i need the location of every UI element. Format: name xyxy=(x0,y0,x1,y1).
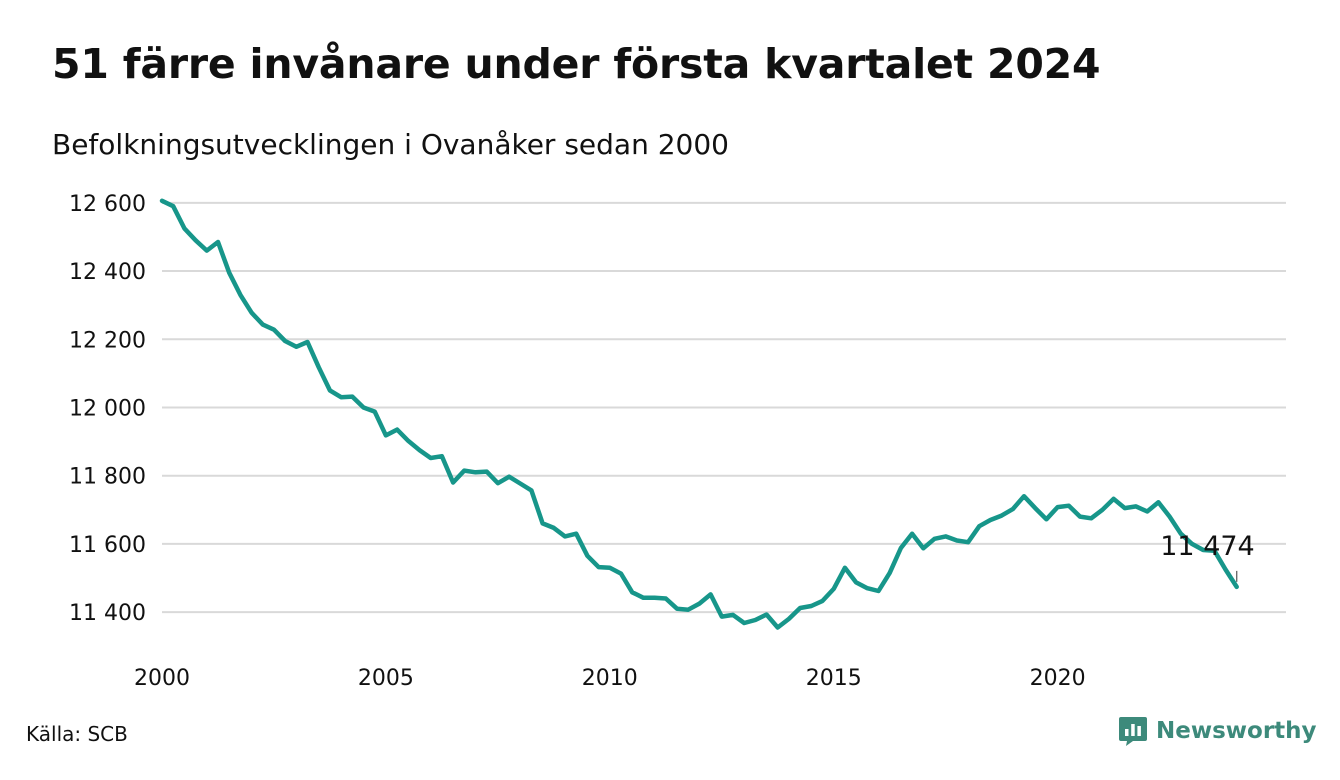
annotation-label: 11 474 xyxy=(1160,531,1254,562)
newsworthy-logo-icon xyxy=(1119,717,1147,746)
x-tick-label: 2000 xyxy=(134,666,190,691)
y-tick-label: 11 600 xyxy=(69,533,146,558)
y-axis-labels: 11 400 11 600 11 800 12 000 12 200 12 400 12 6… xyxy=(69,192,146,626)
gridlines xyxy=(162,201,1286,614)
chart-title: 51 färre invånare under första kvartalet… xyxy=(52,40,1101,88)
x-tick-label: 2010 xyxy=(582,666,638,691)
chart-subtitle: Befolkningsutvecklingen i Ovanåker sedan… xyxy=(52,128,729,161)
x-tick-label: 2005 xyxy=(358,666,414,691)
y-tick-label: 12 200 xyxy=(69,328,146,353)
x-tick-label: 2015 xyxy=(806,666,862,691)
x-axis-labels: 2000 2005 2010 2015 2020 xyxy=(134,666,1086,691)
x-tick-label: 2020 xyxy=(1030,666,1086,691)
y-tick-label: 12 400 xyxy=(69,260,146,285)
source-note: Källa: SCB xyxy=(26,722,128,746)
brand-name: Newsworthy xyxy=(1156,718,1317,744)
line-chart: 11 400 11 600 11 800 12 000 12 200 12 400 12 6… xyxy=(69,192,1286,691)
y-tick-label: 11 800 xyxy=(69,465,146,490)
y-tick-label: 12 600 xyxy=(69,192,146,217)
y-tick-label: 12 000 xyxy=(69,396,146,421)
brand-logo[interactable]: Newsworthy xyxy=(1118,714,1317,748)
population-line xyxy=(159,198,1239,630)
y-tick-label: 11 400 xyxy=(69,601,146,626)
